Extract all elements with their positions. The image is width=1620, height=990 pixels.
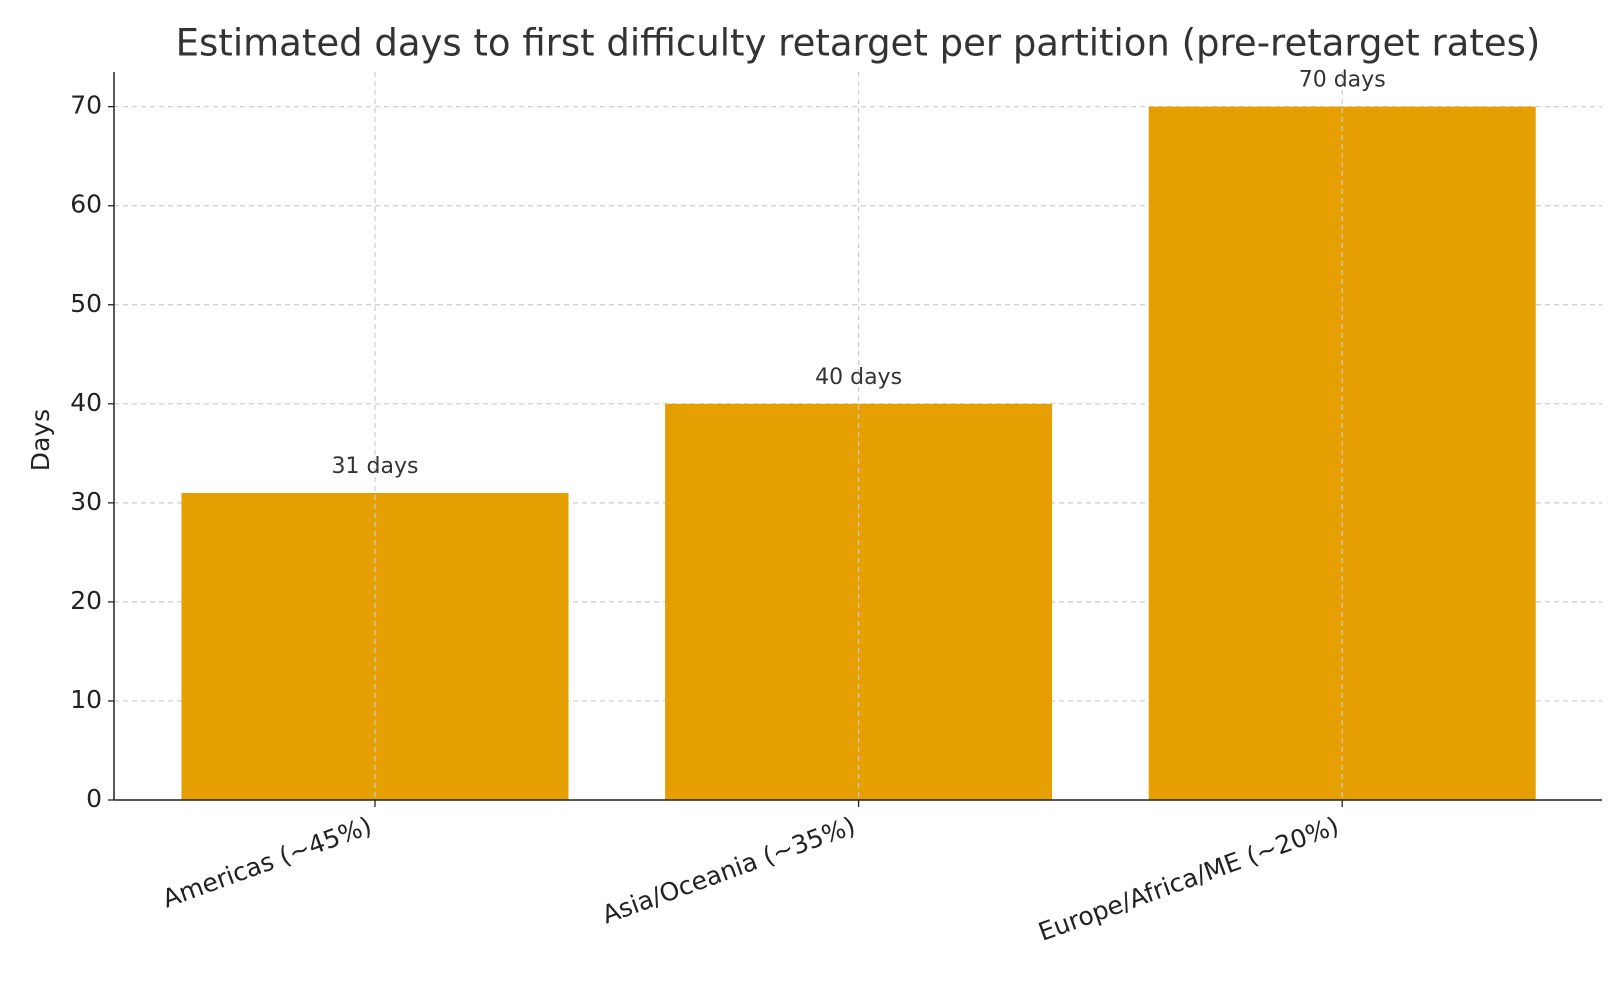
y-tick-label: 10	[70, 685, 102, 714]
chart-title: Estimated days to first difficulty retar…	[176, 22, 1541, 65]
y-tick-label: 30	[70, 487, 102, 516]
y-axis-label: Days	[26, 409, 55, 471]
value-label: 40 days	[815, 365, 902, 390]
y-tick-label: 20	[70, 586, 102, 615]
y-tick-label: 50	[70, 289, 102, 318]
value-label: 70 days	[1299, 68, 1386, 93]
y-tick-label: 0	[86, 784, 102, 813]
x-tick-label: Americas (~45%)	[159, 811, 376, 914]
bar	[181, 492, 569, 800]
y-tick-label: 40	[70, 388, 102, 417]
y-tick-label: 60	[70, 190, 102, 219]
x-tick-label: Europe/Africa/ME (~20%)	[1034, 811, 1342, 947]
value-label: 31 days	[332, 454, 419, 479]
x-tick-label: Asia/Oceania (~35%)	[598, 811, 859, 930]
y-tick-label: 70	[70, 91, 102, 120]
